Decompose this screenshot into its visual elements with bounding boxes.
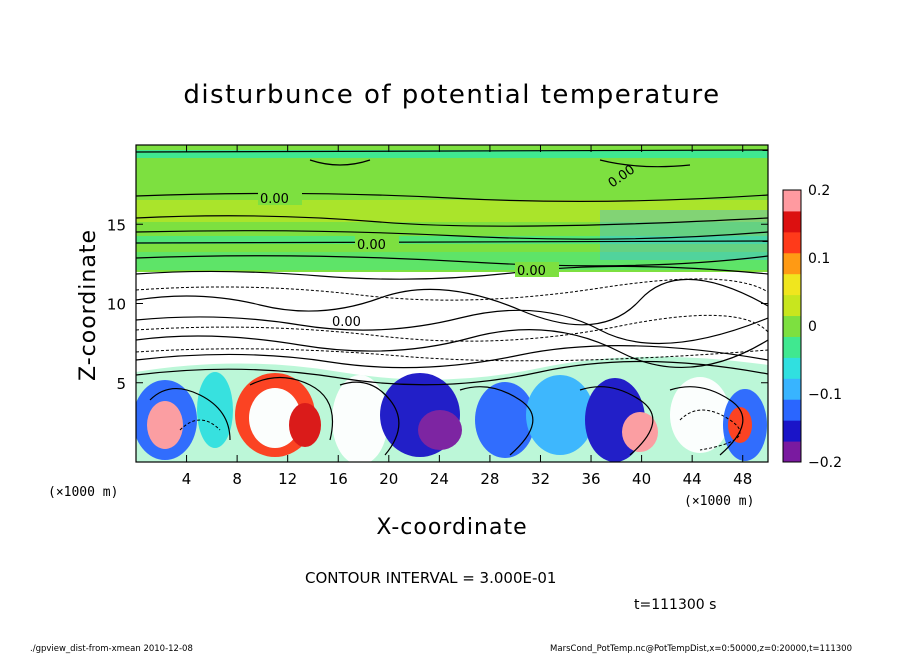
colorbar-swatch xyxy=(783,357,801,379)
colorbar-tick-label: 0.2 xyxy=(808,183,830,199)
contour-label: 0.00 xyxy=(332,315,361,330)
y-unit-label: (×1000 m) xyxy=(48,485,118,500)
x-tick-label: 8 xyxy=(232,470,242,488)
colorbar-swatch xyxy=(783,210,801,233)
colorbar-tick-label: −0.1 xyxy=(808,387,842,403)
x-axis: 4 8 12 16 20 24 28 32 36 40 44 48 xyxy=(182,145,752,488)
time-label: t=111300 s xyxy=(634,597,716,613)
x-tick-label: 48 xyxy=(733,470,752,488)
contour-interval-label: CONTOUR INTERVAL = 3.000E-01 xyxy=(305,569,556,587)
colorbar-swatch xyxy=(783,294,801,317)
colorbar-swatch xyxy=(783,441,801,463)
footer-right: MarsCond_PotTemp.nc@PotTempDist,x=0:5000… xyxy=(550,644,852,654)
y-axis-title: Z-coordinate xyxy=(76,229,101,381)
x-tick-label: 16 xyxy=(329,470,348,488)
contour-label: 0.00 xyxy=(517,264,546,279)
colorbar-swatch xyxy=(783,315,801,337)
colorbar-swatch xyxy=(783,273,801,296)
x-tick-label: 12 xyxy=(278,470,297,488)
colorbar-tick-label: −0.2 xyxy=(808,455,842,471)
x-tick-label: 40 xyxy=(632,470,651,488)
x-tick-label: 44 xyxy=(683,470,702,488)
x-tick-label: 28 xyxy=(480,470,499,488)
y-axis: 5 10 15 xyxy=(107,216,768,393)
x-tick-label: 20 xyxy=(379,470,398,488)
y-tick-label: 5 xyxy=(116,375,126,393)
y-tick-label: 15 xyxy=(107,216,126,234)
colorbar-swatch xyxy=(783,231,801,254)
colorbar-tick-label: 0.1 xyxy=(808,251,830,267)
colorbar-frame xyxy=(782,189,802,463)
contour-label: 0.00 xyxy=(260,192,289,207)
colorbar-swatch xyxy=(783,378,801,400)
colorbar-swatch xyxy=(783,252,801,275)
x-tick-label: 36 xyxy=(581,470,600,488)
colorbar-swatch xyxy=(783,399,801,421)
colorbar-swatch xyxy=(783,336,801,358)
y-tick-label: 10 xyxy=(107,296,126,314)
colorbar-swatch xyxy=(783,420,801,442)
x-axis-title: X-coordinate xyxy=(376,515,527,540)
colorbar: 0.2 0.1 0 −0.1 −0.2 xyxy=(782,183,842,471)
footer-left: ./gpview_dist-from-xmean 2010-12-08 xyxy=(30,644,193,654)
x-tick-label: 4 xyxy=(182,470,192,488)
x-tick-label: 32 xyxy=(531,470,550,488)
chart-title: disturbunce of potential temperature xyxy=(183,80,720,110)
colorbar-tick-label: 0 xyxy=(808,319,817,335)
x-tick-label: 24 xyxy=(430,470,449,488)
contour-label: 0.00 xyxy=(357,238,386,253)
colorbar-swatch xyxy=(783,190,801,212)
contour-labels: 0.00 0.00 0.00 0.00 0.00 xyxy=(258,162,638,330)
x-unit-label: (×1000 m) xyxy=(684,494,754,509)
potential-temperature-field: 0.00 0.00 0.00 0.00 0.00 xyxy=(136,145,768,462)
